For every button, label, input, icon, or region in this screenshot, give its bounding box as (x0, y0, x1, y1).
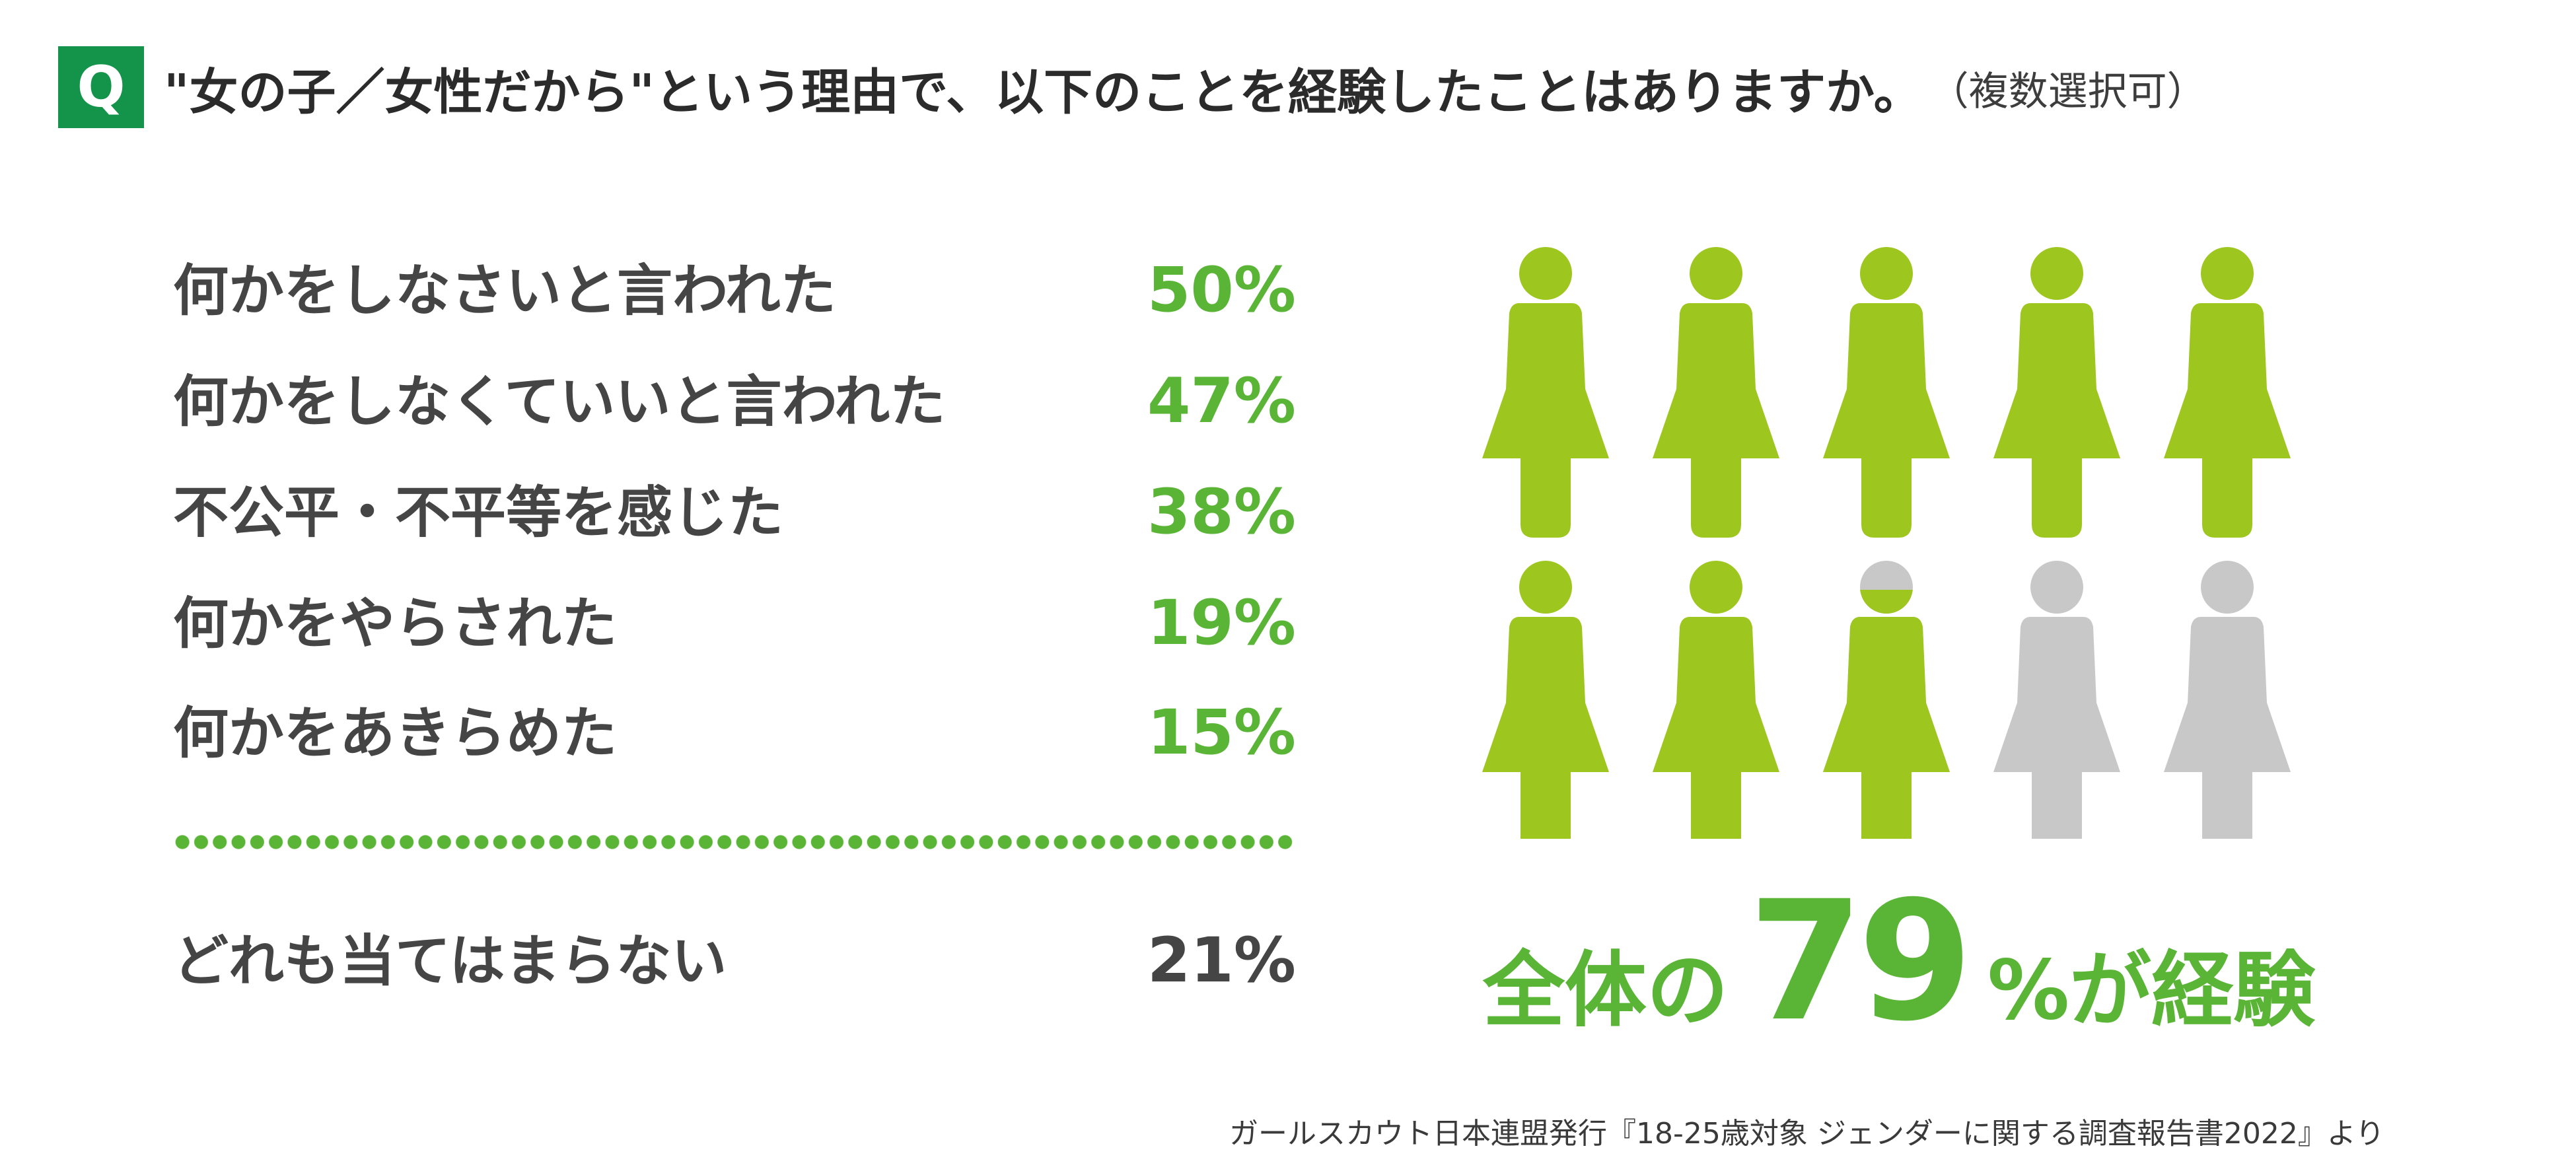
woman-figure-icon (1482, 247, 1609, 538)
answer-row: 不公平・不平等を感じた 38% (173, 470, 1296, 555)
question-note: （複数選択可） (1929, 68, 2207, 115)
woman-figure-icon (1653, 247, 1779, 538)
answer-label: 何かをやらされた (173, 591, 618, 656)
summary-prefix: 全体の (1482, 943, 1729, 1038)
answer-row: 何かをあきらめた 15% (173, 690, 1296, 776)
summary-suffix: %が経験 (1987, 943, 2316, 1038)
question-heading: "女の子／女性だから"という理由で、以下のことを経験したことはありますか。 （複… (164, 45, 2207, 131)
answer-percent: 38% (1147, 476, 1296, 548)
source-note: ガールスカウト日本連盟発行『18-25歳対象 ジェンダーに関する調査報告書202… (1229, 1117, 2384, 1151)
answer-percent: 47% (1147, 365, 1296, 437)
answer-label: 何かをあきらめた (173, 701, 618, 765)
answer-percent: 19% (1147, 587, 1296, 659)
answer-label: 何かをしなくていいと言われた (173, 369, 946, 434)
dotted-divider (173, 834, 1296, 851)
woman-figure-icon (1823, 247, 1950, 538)
answer-percent: 50% (1147, 254, 1296, 326)
answer-row-none: どれも当てはまらない 21% (173, 918, 1296, 1004)
question-text: "女の子／女性だから"という理由で、以下のことを経験したことはありますか。 (164, 63, 1923, 121)
answer-percent: 15% (1147, 697, 1296, 769)
woman-figure-icon (2164, 561, 2291, 839)
woman-figure-icon (1993, 561, 2120, 839)
woman-figure-icon (1653, 561, 1779, 839)
answer-label: どれも当てはまらない (173, 929, 727, 993)
answer-row: 何かをしなさいと言われた 50% (173, 248, 1296, 334)
summary-value: 79 (1748, 865, 1973, 1057)
woman-figure-icon (1823, 561, 1950, 839)
answer-row: 何かをしなくていいと言われた 47% (173, 359, 1296, 444)
pictogram-grid (1482, 247, 2291, 839)
answer-label: 不公平・不平等を感じた (173, 480, 784, 545)
answer-percent: 21% (1147, 925, 1296, 997)
question-badge: Q (58, 46, 144, 128)
answer-row: 何かをやらされた 19% (173, 581, 1296, 666)
woman-figure-icon (1993, 247, 2120, 538)
answer-label: 何かをしなさいと言われた (173, 258, 836, 323)
woman-figure-icon (2164, 247, 2291, 538)
woman-figure-icon (1482, 561, 1609, 839)
summary: 全体の 79 %が経験 (1483, 865, 2315, 1057)
